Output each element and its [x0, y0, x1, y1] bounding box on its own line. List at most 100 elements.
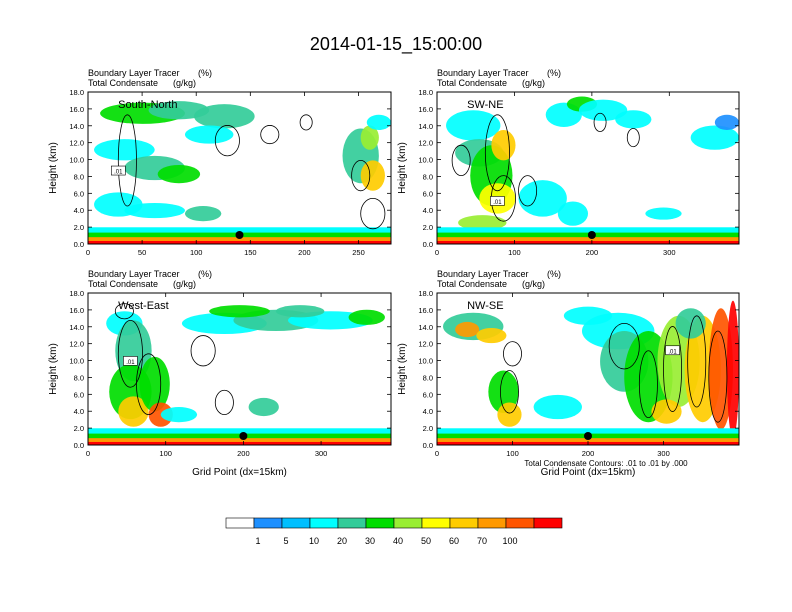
tracer-region [446, 110, 501, 141]
panel-name: South-North [118, 99, 177, 111]
tracer-region [360, 160, 385, 191]
colorbar-swatch [477, 517, 507, 529]
tracer-region [518, 180, 567, 217]
plot-area: .01 [88, 92, 391, 244]
x-axis-label: Grid Point (dx=15km) [541, 467, 636, 478]
plot-area: .01 [437, 293, 739, 445]
boundary-layer-band [88, 441, 391, 445]
tracer-region [726, 300, 739, 438]
contour-label: .01 [114, 170, 123, 176]
colorbar-swatch [281, 517, 311, 529]
colorbar-swatch [309, 517, 339, 529]
y-tick-label: 0.0 [74, 240, 84, 249]
condensate-contour [360, 198, 386, 230]
tracer-region [476, 327, 507, 344]
condensate-unit: (g/kg) [173, 279, 196, 289]
tracer-region [360, 125, 379, 150]
colorbar: 1 5 10 20 30 40 50 60 70 100 [225, 517, 563, 546]
colorbar-swatch [225, 517, 255, 529]
condensate-contour [638, 350, 658, 419]
location-marker [239, 432, 248, 440]
condensate-contour [114, 303, 134, 320]
x-tick-label: 200 [298, 248, 311, 257]
contour-label: .01 [493, 200, 502, 206]
condensate-contour [687, 315, 707, 408]
contour-label-box [665, 345, 680, 356]
y-axis-label: Height (km) [397, 142, 408, 194]
tracer-unit: (%) [547, 269, 561, 279]
tracer-label: Boundary Layer Tracer [437, 68, 529, 78]
condensate-unit: (g/kg) [522, 78, 545, 88]
condensate-contour [214, 125, 240, 157]
colorbar-label: 1 [255, 536, 260, 546]
y-tick-label: 6.0 [423, 390, 433, 399]
condensate-contour [500, 370, 519, 414]
boundary-layer-band [88, 237, 391, 244]
tracer-region [497, 402, 522, 427]
y-tick-label: 16.0 [69, 306, 84, 315]
y-tick-label: 16.0 [69, 105, 84, 114]
y-tick-label: 10.0 [418, 156, 433, 165]
x-tick-label: 100 [190, 248, 203, 257]
x-axis-label: Grid Point (dx=15km) [192, 467, 287, 478]
tracer-region [184, 206, 222, 222]
condensate-contour [451, 144, 471, 176]
tracer-region [124, 202, 185, 219]
y-tick-label: 12.0 [69, 139, 84, 148]
y-tick-label: 18.0 [69, 88, 84, 97]
panel-name: SW-NE [467, 99, 503, 111]
boundary-layer-band [88, 438, 391, 445]
panel-name: West-East [118, 300, 169, 312]
tracer-region [366, 114, 391, 130]
x-tick-label: 250 [352, 248, 365, 257]
y-tick-label: 0.0 [74, 441, 84, 450]
y-tick-label: 8.0 [423, 373, 433, 382]
y-tick-label: 16.0 [418, 105, 433, 114]
colorbar-swatch [393, 517, 423, 529]
condensate-contour [484, 114, 510, 192]
plot-frame [436, 91, 740, 245]
tracer-region [557, 201, 589, 226]
condensate-contour [593, 112, 607, 132]
location-marker [235, 231, 244, 239]
x-tick-label: 200 [586, 248, 599, 257]
condensate-label: Total Condensate [437, 78, 507, 88]
y-tick-label: 14.0 [69, 122, 84, 131]
y-tick-label: 4.0 [423, 206, 433, 215]
y-tick-label: 2.0 [423, 424, 433, 433]
tracer-region [533, 394, 582, 420]
tracer-region [157, 164, 201, 184]
tracer-region [690, 125, 739, 150]
y-tick-label: 14.0 [69, 323, 84, 332]
condensate-label: Total Condensate [88, 78, 158, 88]
condensate-contour [518, 175, 538, 207]
y-tick-label: 10.0 [69, 156, 84, 165]
tracer-region [275, 305, 325, 318]
condensate-contour [214, 389, 234, 415]
contour-label-box [111, 165, 126, 176]
tracer-region [488, 370, 519, 414]
plot-frame [87, 91, 392, 245]
location-marker [587, 231, 596, 239]
y-axis-label: Height (km) [397, 343, 408, 395]
y-axis-label: Height (km) [48, 343, 59, 395]
x-tick-label: 0 [86, 248, 90, 257]
tracer-region [708, 308, 733, 430]
plot-area: .01 [88, 293, 391, 445]
tracer-region [209, 305, 270, 318]
colorbar-label: 30 [365, 536, 375, 546]
condensate-label: Total Condensate [437, 279, 507, 289]
y-tick-label: 10.0 [418, 357, 433, 366]
contour-label-box [490, 196, 505, 206]
colorbar-swatch [505, 517, 535, 529]
contour-label: .01 [668, 349, 677, 355]
condensate-unit: (g/kg) [173, 78, 196, 88]
figure-title: 2014-01-15_15:00:00 [310, 34, 482, 55]
y-tick-label: 6.0 [74, 189, 84, 198]
condensate-contour [190, 335, 216, 367]
x-tick-label: 200 [582, 449, 595, 458]
y-tick-label: 16.0 [418, 306, 433, 315]
x-tick-label: 0 [435, 449, 439, 458]
tracer-region [491, 130, 516, 161]
